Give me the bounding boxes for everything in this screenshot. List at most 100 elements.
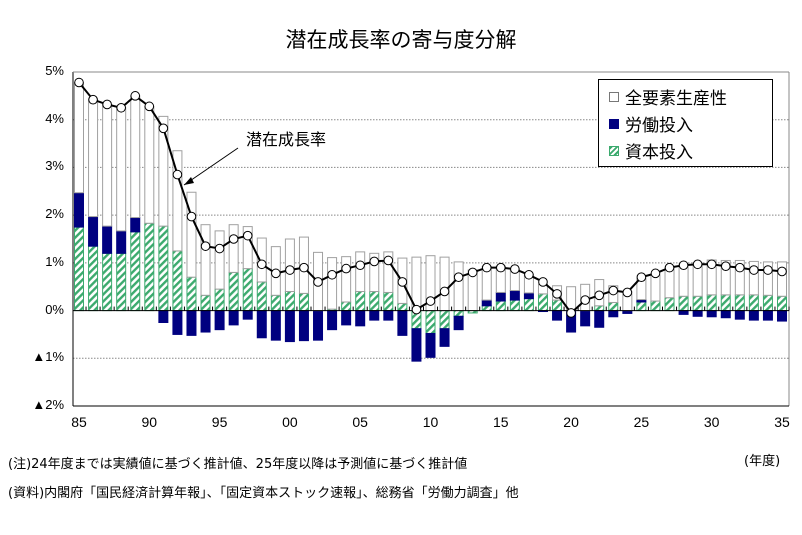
bar-labor <box>523 292 534 300</box>
bar-capital <box>537 293 548 312</box>
bar-tfp <box>242 226 253 270</box>
potential-growth-point <box>186 211 197 222</box>
bar-tfp <box>383 251 394 293</box>
potential-growth-point <box>425 296 436 306</box>
potential-growth-point <box>636 272 647 282</box>
footnote-source: (資料)内閣府「国民経済計算年報」、「固定資本ストック速報」、総務省「労働力調査… <box>8 486 519 501</box>
x-axis-unit: (年度) <box>744 454 781 469</box>
potential-growth-point <box>116 102 126 113</box>
y-tick-label: 5% <box>45 63 64 78</box>
bar-labor <box>355 310 366 327</box>
bar-labor <box>762 310 773 321</box>
potential-growth-point <box>355 260 366 271</box>
x-tick-label: 10 <box>422 414 439 430</box>
potential-growth-point <box>200 241 211 251</box>
bar-capital <box>720 294 731 312</box>
chart-title: 潜在成長率の寄与度分解 <box>285 28 517 52</box>
bar-tfp <box>355 251 366 292</box>
legend-label: 労働投入 <box>625 116 693 136</box>
bar-capital <box>284 290 295 312</box>
bar-labor <box>256 310 267 339</box>
bar-tfp <box>720 259 731 296</box>
bar-tfp <box>327 257 338 310</box>
bar-labor <box>580 310 591 327</box>
legend-label: 全要素生産性 <box>625 89 727 109</box>
bar-capital <box>481 305 492 312</box>
bar-tfp <box>214 230 225 290</box>
bar-labor <box>734 310 745 320</box>
potential-growth-point <box>256 259 267 270</box>
bar-labor <box>130 217 141 233</box>
bar-labor <box>242 310 253 320</box>
bar-capital <box>495 300 506 312</box>
potential-growth-point <box>763 265 773 275</box>
bar-tfp <box>228 224 239 273</box>
x-tick-label: 20 <box>563 414 579 430</box>
bar-capital <box>369 290 380 312</box>
bar-capital <box>158 225 169 312</box>
bar-tfp <box>734 259 745 296</box>
potential-growth-point <box>285 265 295 275</box>
bar-labor <box>341 310 352 326</box>
potential-growth-point <box>777 266 787 277</box>
potential-growth-point <box>102 99 112 110</box>
potential-growth-point <box>327 269 337 280</box>
potential-growth-point <box>172 169 183 180</box>
bar-capital <box>256 281 267 312</box>
potential-growth-point <box>692 259 703 270</box>
x-tick-label: 35 <box>774 414 790 430</box>
bar-labor <box>327 310 338 331</box>
bar-labor <box>383 310 394 321</box>
x-tick-label: 05 <box>352 414 368 430</box>
legend: 全要素生産性 労働投入 資本投入 <box>598 79 773 167</box>
potential-growth-point <box>720 261 731 271</box>
bar-labor <box>748 310 759 321</box>
bar-labor <box>158 310 169 324</box>
potential-growth-point <box>214 243 225 254</box>
x-tick-label: 15 <box>493 414 509 430</box>
bar-labor <box>397 310 408 336</box>
potential-growth-point <box>242 230 253 241</box>
bar-tfp <box>130 95 141 219</box>
y-tick-label: 0% <box>45 301 64 317</box>
bar-labor <box>678 310 689 315</box>
potential-growth-point <box>453 272 464 282</box>
bar-labor <box>74 192 84 228</box>
bar-capital <box>777 295 787 312</box>
bar-capital <box>748 294 759 312</box>
bar-labor <box>411 328 422 362</box>
bar-capital <box>102 252 113 312</box>
bar-tfp <box>566 286 577 312</box>
bar-tfp <box>748 260 759 296</box>
potential-growth-point <box>496 262 506 273</box>
potential-growth-point <box>706 259 717 270</box>
bar-capital <box>88 245 99 312</box>
bar-labor <box>369 310 380 321</box>
potential-growth-point <box>594 290 605 301</box>
bar-capital <box>650 300 661 312</box>
bar-capital <box>692 295 703 312</box>
bar-labor <box>228 310 239 326</box>
bar-labor <box>214 310 225 331</box>
potential-growth-point <box>580 295 590 305</box>
potential-growth-point <box>411 304 422 315</box>
bar-capital <box>383 291 394 312</box>
bar-capital <box>116 252 127 312</box>
bar-labor <box>200 310 211 333</box>
x-tick-label: 30 <box>703 414 720 430</box>
bar-capital <box>678 295 689 312</box>
footnote-note: (注)24年度までは実績値に基づく推計値、25年度以降は予測値に基づく推計値 <box>8 457 468 472</box>
potential-growth-point <box>144 101 155 112</box>
bar-labor <box>706 310 717 318</box>
bar-capital <box>200 294 211 312</box>
bar-tfp <box>777 261 787 297</box>
x-tick-label: 00 <box>282 414 298 430</box>
bar-capital <box>425 310 436 334</box>
bar-labor <box>313 310 324 341</box>
potential-growth-point <box>467 267 478 278</box>
bar-capital <box>397 302 408 312</box>
x-tick-label: 95 <box>211 414 228 430</box>
potential-growth-point <box>228 234 239 244</box>
bar-capital <box>144 222 155 312</box>
potential-growth-point <box>397 277 408 287</box>
